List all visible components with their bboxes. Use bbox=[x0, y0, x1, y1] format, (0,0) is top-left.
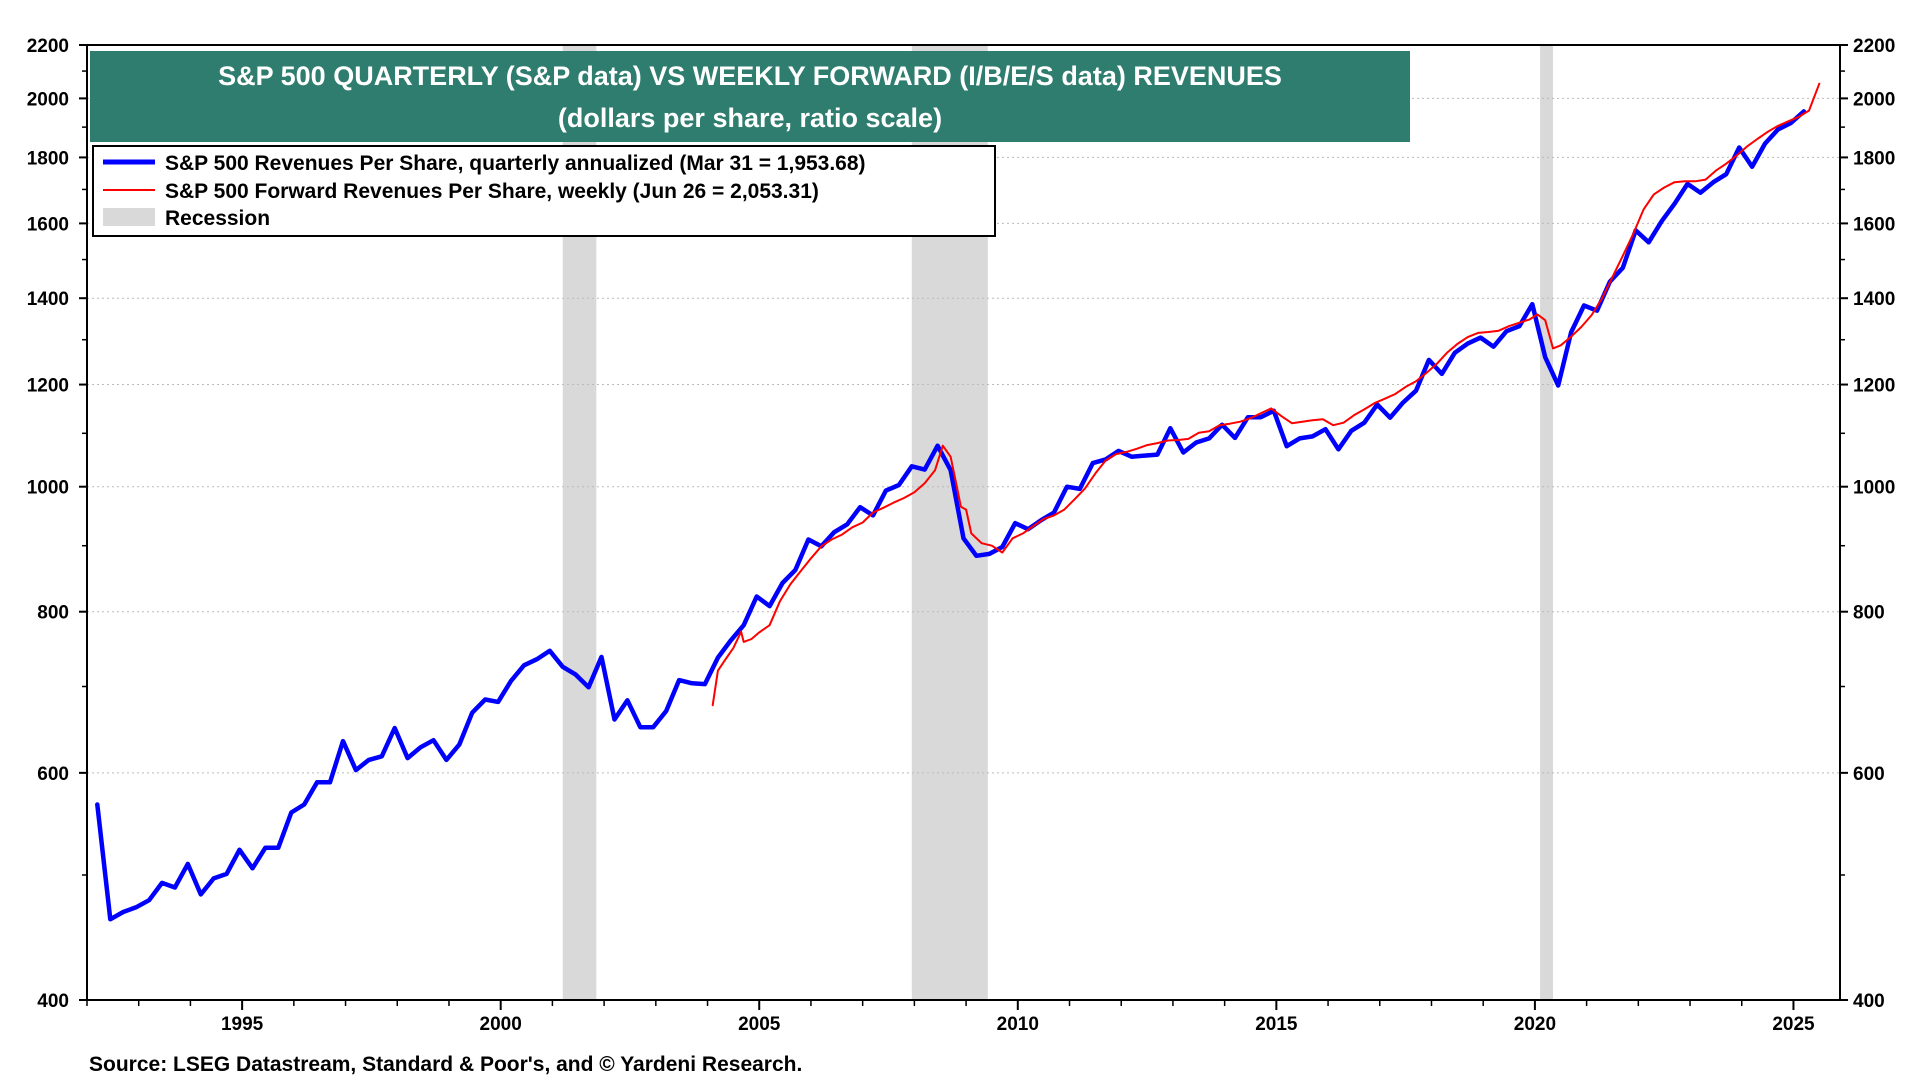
series-line-forward-revenues bbox=[711, 82, 1821, 707]
y-tick-label-left: 2000 bbox=[27, 89, 69, 110]
chart-subtitle: (dollars per share, ratio scale) bbox=[558, 103, 942, 133]
y-tick-label-left: 600 bbox=[37, 764, 69, 785]
y-tick-label-left: 800 bbox=[37, 603, 69, 624]
series-lines bbox=[95, 82, 1821, 922]
y-tick-label-right: 1000 bbox=[1853, 478, 1895, 499]
series-line-quarterly-revenues bbox=[95, 109, 1807, 922]
legend-label-quarterly: S&P 500 Revenues Per Share, quarterly an… bbox=[165, 152, 866, 175]
y-tick-label-right: 400 bbox=[1853, 991, 1885, 1012]
y-axis-ticks: 400 400 600 600 800 800 1000 1000 1200 1200 1400 14… bbox=[27, 36, 1896, 1012]
y-tick-label-left: 1200 bbox=[27, 376, 69, 397]
y-tick-label-left: 2200 bbox=[27, 36, 69, 57]
legend: S&P 500 Revenues Per Share, quarterly an… bbox=[92, 145, 996, 237]
y-tick-label-right: 1800 bbox=[1853, 148, 1895, 169]
recession-band-2 bbox=[1540, 45, 1554, 1000]
y-tick-label-right: 2000 bbox=[1853, 89, 1895, 110]
y-tick-label-left: 1800 bbox=[27, 148, 69, 169]
legend-label-forward: S&P 500 Forward Revenues Per Share, week… bbox=[165, 180, 819, 203]
legend-label-recession: Recession bbox=[165, 207, 270, 230]
plot-border bbox=[86, 44, 1841, 1001]
y-tick-label-right: 1400 bbox=[1853, 289, 1895, 310]
legend-box bbox=[92, 145, 996, 237]
x-axis-ticks: 1995 2000 2005 2010 2015 2020 2025 bbox=[86, 1000, 1815, 1035]
source-note: Source: LSEG Datastream, Standard & Poor… bbox=[89, 1053, 802, 1076]
y-tick-label-left: 400 bbox=[37, 991, 69, 1012]
y-tick-label-right: 800 bbox=[1853, 603, 1885, 624]
legend-swatch-recession bbox=[103, 208, 155, 226]
x-tick-label: 2005 bbox=[738, 1014, 781, 1035]
chart-title: S&P 500 QUARTERLY (S&P data) VS WEEKLY F… bbox=[218, 61, 1282, 91]
y-tick-label-left: 1600 bbox=[27, 214, 69, 235]
y-tick-label-right: 1600 bbox=[1853, 214, 1895, 235]
x-tick-label: 2025 bbox=[1772, 1014, 1815, 1035]
y-tick-label-left: 1400 bbox=[27, 289, 69, 310]
x-tick-label: 2015 bbox=[1255, 1014, 1298, 1035]
y-tick-label-right: 1200 bbox=[1853, 376, 1895, 397]
y-tick-label-right: 600 bbox=[1853, 764, 1885, 785]
x-tick-label: 2010 bbox=[997, 1014, 1039, 1035]
x-tick-label: 2000 bbox=[480, 1014, 522, 1035]
y-tick-label-left: 1000 bbox=[27, 478, 69, 499]
y-tick-label-right: 2200 bbox=[1853, 36, 1895, 57]
x-tick-label: 2020 bbox=[1514, 1014, 1556, 1035]
x-tick-label: 1995 bbox=[221, 1014, 264, 1035]
title-banner bbox=[90, 51, 1410, 142]
